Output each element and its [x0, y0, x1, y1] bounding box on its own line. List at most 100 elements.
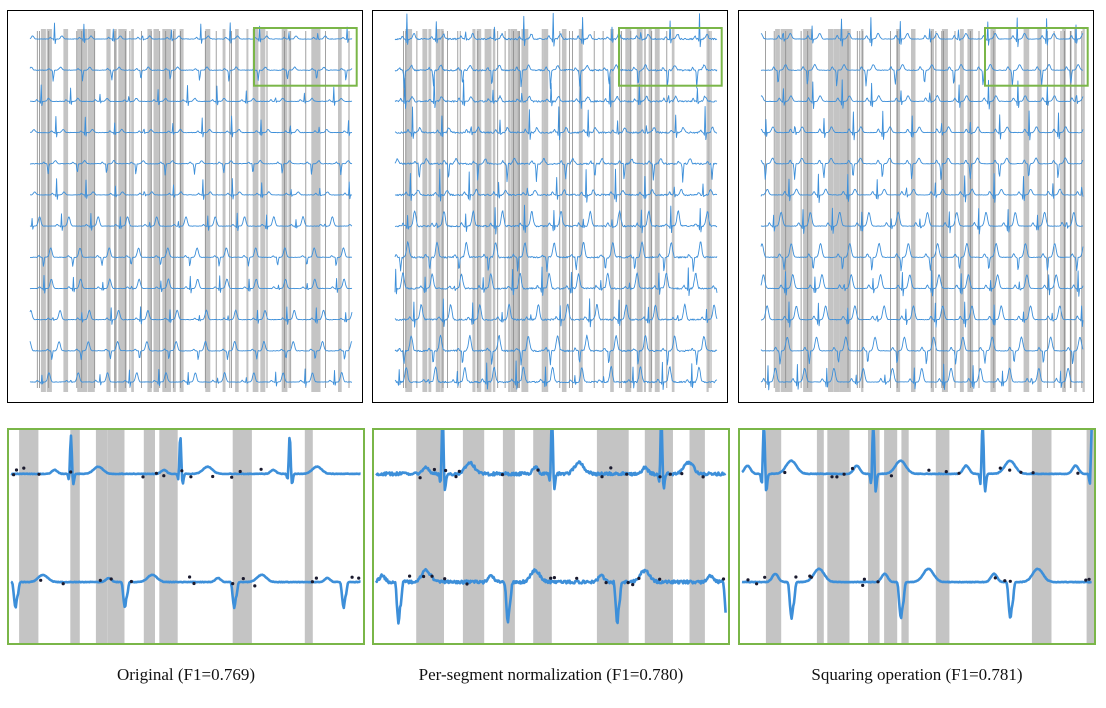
shaded-band	[222, 29, 226, 392]
shaded-band	[839, 29, 844, 392]
ecg-lead-trace	[760, 207, 1084, 235]
shaded-band	[1008, 29, 1012, 392]
ecg-lead-trace	[760, 270, 1084, 297]
attribution-point	[701, 475, 705, 479]
attribution-point	[357, 576, 361, 580]
attribution-point	[443, 577, 447, 581]
shaded-band	[118, 29, 123, 392]
ecg-lead-trace	[29, 368, 352, 387]
shaded-band	[147, 29, 152, 392]
attribution-point	[1087, 577, 1091, 581]
shaded-band	[807, 29, 813, 392]
shaded-band	[901, 430, 909, 643]
caption-per-segment-normalization: Per-segment normalization (F1=0.780)	[418, 665, 684, 684]
zoom-panel-per-segment-normalization	[372, 428, 730, 645]
shaded-band	[246, 29, 249, 392]
ecg-lead-trace	[394, 204, 718, 235]
shaded-band	[648, 29, 652, 392]
attribution-point	[809, 575, 813, 579]
shaded-band	[935, 430, 950, 643]
shaded-band	[628, 29, 632, 392]
shaded-band	[235, 29, 239, 392]
attribution-point	[604, 581, 608, 585]
shaded-band	[83, 29, 88, 392]
ecg-lead-trace	[30, 84, 353, 107]
attribution-point	[835, 475, 839, 479]
ecg-lead-trace	[760, 110, 1084, 141]
shaded-band	[654, 29, 660, 392]
attribution-point	[188, 575, 192, 579]
attribution-point	[231, 582, 235, 586]
ecg-plot-original	[29, 22, 358, 392]
shaded-band	[462, 430, 485, 643]
attribution-point	[98, 578, 102, 582]
shaded-band	[896, 29, 901, 392]
attribution-point	[61, 582, 65, 586]
shaded-band	[432, 430, 444, 643]
shaded-band	[842, 29, 845, 392]
shaded-band	[63, 29, 68, 392]
attribution-point	[14, 468, 19, 472]
attribution-point	[444, 468, 448, 473]
shaded-band	[578, 29, 583, 392]
shaded-band	[930, 29, 934, 392]
shaded-band	[625, 29, 631, 392]
attribution-point	[1003, 579, 1007, 583]
shaded-band	[844, 29, 848, 392]
ecg-lead-trace	[29, 212, 353, 232]
shaded-band	[941, 29, 948, 392]
shaded-band	[848, 29, 851, 392]
ecg-lead-trace	[30, 247, 353, 267]
shaded-band	[116, 430, 124, 643]
shaded-band	[106, 29, 111, 392]
attribution-point	[69, 470, 73, 474]
shaded-band	[511, 29, 517, 392]
attribution-point	[22, 466, 26, 470]
shaded-band	[90, 29, 95, 392]
shaded-band	[805, 29, 808, 392]
ecg-lead-trace	[375, 430, 727, 492]
highlight-bands	[403, 29, 712, 392]
ecg-lead-trace	[394, 266, 718, 297]
ecg-lead-trace	[760, 63, 1084, 87]
attribution-point	[1076, 471, 1080, 475]
shaded-band	[671, 29, 675, 392]
shaded-band	[861, 29, 864, 392]
zoom-panel-original	[7, 428, 365, 645]
shaded-band	[159, 430, 172, 643]
zoom-plot-original	[10, 430, 362, 643]
ecg-lead-trace	[760, 301, 1084, 328]
attribution-point	[192, 581, 196, 586]
attribution-point	[993, 576, 997, 580]
ecg-lead-trace	[760, 242, 1084, 272]
shaded-band	[80, 29, 86, 392]
shaded-band	[784, 29, 789, 392]
highlight-bands	[765, 430, 1094, 643]
ecg-lead-trace	[394, 360, 718, 390]
ecg-lead-trace	[760, 157, 1084, 180]
attribution-point	[422, 574, 426, 579]
attribution-point	[927, 468, 931, 472]
shaded-band	[610, 29, 614, 392]
shaded-band	[441, 29, 444, 392]
attribution-point	[180, 469, 184, 473]
shaded-band	[596, 430, 610, 643]
attribution-point	[763, 575, 767, 579]
ecg-lead-trace	[394, 298, 718, 328]
attribution-point	[241, 577, 245, 581]
ecg-lead-trace	[29, 22, 353, 45]
attribution-point	[500, 473, 505, 477]
highlight-bands	[765, 29, 1085, 392]
attribution-point	[211, 474, 215, 479]
attribution-point	[1019, 470, 1023, 474]
attribution-point	[154, 471, 158, 475]
ecg-lead-trace	[29, 275, 353, 294]
shaded-band	[95, 430, 108, 643]
ecg-lead-trace	[741, 567, 1093, 620]
attribution-point	[830, 475, 834, 479]
shaded-band	[1023, 29, 1030, 392]
shaded-band	[1074, 29, 1077, 392]
zoom-plot-per-segment-normalization	[374, 430, 727, 643]
shaded-band	[485, 29, 491, 392]
shaded-band	[40, 29, 46, 392]
